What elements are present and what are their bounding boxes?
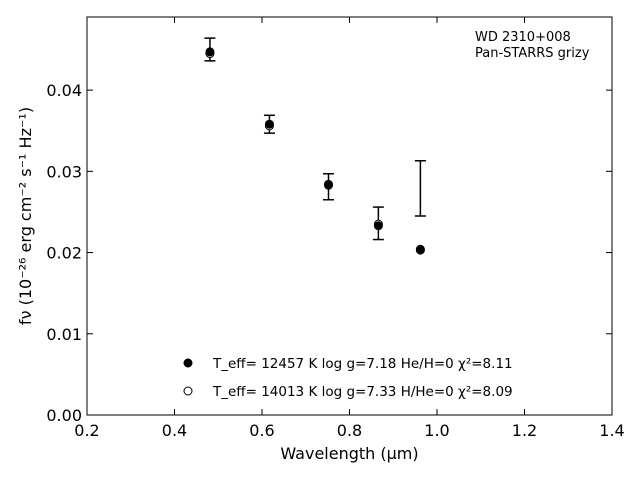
plot-area <box>86 16 613 416</box>
annotation-line-1: WD 2310+008 <box>475 30 571 45</box>
legend: T_eff= 12457 K log g=7.18 He/H=0 χ²=8.11… <box>183 356 513 400</box>
y-tick-label: 0.03 <box>46 162 82 181</box>
model-point-filled <box>264 119 274 129</box>
model-point-filled <box>205 47 215 57</box>
y-tick-label: 0.01 <box>46 325 82 344</box>
annotation-line-2: Pan-STARRS grizy <box>475 46 590 61</box>
model-point-filled <box>324 179 333 189</box>
data-layer <box>204 37 426 255</box>
x-tick-label: 1.0 <box>424 421 449 440</box>
y-axis-title: fν (10⁻²⁶ erg cm⁻² s⁻¹ Hz⁻¹) <box>16 107 35 325</box>
x-tick-label: 0.4 <box>162 421 187 440</box>
y-tick-label: 0.02 <box>46 244 82 263</box>
y-tick-label: 0.00 <box>46 406 82 425</box>
x-tick-label: 0.6 <box>249 421 274 440</box>
y-tick-label: 0.04 <box>46 81 82 100</box>
axis-ticks: 0.2 0.4 0.6 0.8 1.0 1.2 1.4 0.00 0.01 0.02 0.03 0.0… <box>46 17 625 440</box>
legend-label: T_eff= 14013 K log g=7.33 H/He=0 χ²=8.09 <box>212 384 513 400</box>
x-axis-title: Wavelength (μm) <box>280 444 418 463</box>
x-tick-label: 1.4 <box>599 421 624 440</box>
legend-marker-filled <box>183 358 193 368</box>
model-point-filled <box>373 221 383 231</box>
x-tick-label: 0.8 <box>337 421 362 440</box>
x-tick-label: 0.2 <box>74 421 99 440</box>
legend-marker-open <box>183 386 193 396</box>
legend-label: T_eff= 12457 K log g=7.18 He/H=0 χ²=8.11 <box>212 356 513 372</box>
x-tick-label: 1.2 <box>512 421 537 440</box>
model-point-filled <box>415 244 425 254</box>
